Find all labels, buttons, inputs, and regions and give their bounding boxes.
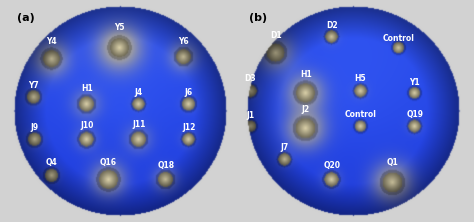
Text: J7: J7 xyxy=(280,143,289,152)
Text: Q4: Q4 xyxy=(46,158,57,167)
Text: J12: J12 xyxy=(182,123,195,132)
Text: Control: Control xyxy=(382,34,414,43)
Text: Q16: Q16 xyxy=(100,157,117,166)
Text: Y1: Y1 xyxy=(410,77,420,87)
Text: Y6: Y6 xyxy=(179,37,189,46)
Text: D2: D2 xyxy=(326,21,337,30)
Text: D3: D3 xyxy=(245,74,256,83)
Text: J1: J1 xyxy=(246,111,255,120)
Text: Q20: Q20 xyxy=(323,161,340,170)
Text: D1: D1 xyxy=(270,30,282,40)
Text: Y7: Y7 xyxy=(28,81,38,90)
Text: Control: Control xyxy=(344,110,376,119)
Text: H5: H5 xyxy=(355,74,366,83)
Text: J2: J2 xyxy=(301,105,310,114)
Text: J6: J6 xyxy=(184,87,193,97)
Text: H1: H1 xyxy=(81,84,92,93)
Text: (b): (b) xyxy=(249,13,267,23)
Text: Y5: Y5 xyxy=(114,23,125,32)
Text: H1: H1 xyxy=(300,70,311,79)
Text: J10: J10 xyxy=(80,121,93,130)
Text: Y4: Y4 xyxy=(46,37,56,46)
Text: Q18: Q18 xyxy=(157,161,174,170)
Text: Q19: Q19 xyxy=(406,110,423,119)
Text: J4: J4 xyxy=(135,88,143,97)
Text: J9: J9 xyxy=(30,123,38,132)
Text: (a): (a) xyxy=(17,13,34,23)
Text: Q1: Q1 xyxy=(387,158,398,167)
Text: J11: J11 xyxy=(132,120,146,129)
